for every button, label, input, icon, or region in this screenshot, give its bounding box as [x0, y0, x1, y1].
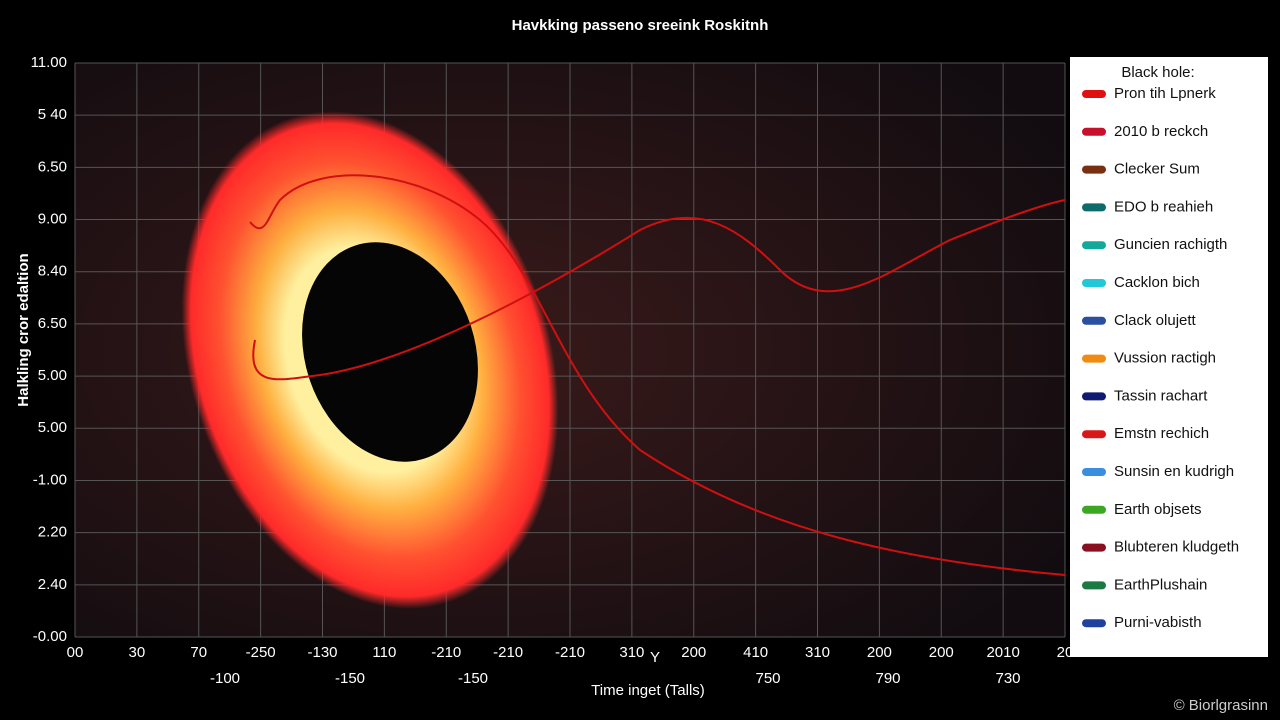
x-tick-label: -210: [493, 644, 523, 661]
y-tick-label: 2.40: [38, 576, 67, 593]
legend-swatch: [1082, 505, 1106, 514]
x-tick-label: 20: [1057, 644, 1074, 661]
legend-label: EarthPlushain: [1114, 576, 1207, 593]
legend-label: Tassin rachart: [1114, 387, 1208, 404]
legend-swatch: [1082, 203, 1106, 212]
axis-marker: Y: [650, 649, 660, 666]
y-tick-label: 2.20: [38, 524, 67, 541]
x-tick-label: 110: [372, 644, 396, 661]
x-tick-label: -250: [246, 644, 276, 661]
legend-label: EDO b reahieh: [1114, 198, 1213, 215]
legend-label: Vussion ractigh: [1114, 350, 1216, 367]
y-tick-label: -0.00: [33, 628, 67, 645]
curve: [252, 199, 1066, 381]
y-tick-label: 11.00: [31, 54, 67, 71]
y-tick-label: 5.00: [38, 367, 67, 384]
x-tick-label: -150: [335, 670, 365, 687]
x-tick-label: 2010: [986, 644, 1019, 661]
x-tick-label: -150: [458, 670, 488, 687]
x-tick-label: 200: [681, 644, 706, 661]
y-tick-label: 9.00: [38, 211, 67, 228]
y-tick-label: 6.50: [38, 158, 67, 175]
legend-label: Clecker Sum: [1114, 161, 1200, 178]
x-tick-label: 30: [129, 644, 146, 661]
x-tick-label: 200: [929, 644, 954, 661]
y-tick-label: -1.00: [33, 471, 67, 488]
legend-swatch: [1082, 127, 1106, 136]
legend-label: Pron tih Lpnerk: [1114, 85, 1216, 102]
x-tick-label: 310: [619, 644, 644, 661]
legend-swatch: [1082, 90, 1106, 98]
x-tick-label: 200: [867, 644, 892, 661]
legend-swatch: [1082, 392, 1106, 401]
x-tick-label: 410: [743, 644, 768, 661]
legend-swatch: [1082, 430, 1106, 439]
legend-swatch: [1082, 279, 1106, 287]
legend-swatch: [1082, 619, 1106, 628]
x-tick-label: 00: [67, 644, 84, 661]
legend-swatch: [1082, 165, 1106, 174]
legend-swatch: [1082, 316, 1106, 325]
legend-label: Cacklon bich: [1114, 274, 1200, 291]
x-tick-label: 730: [995, 670, 1020, 687]
chart-title: Havkking passeno sreeink Roskitnh: [512, 17, 769, 34]
legend-swatch: [1082, 468, 1106, 476]
x-tick-label: -100: [210, 670, 240, 687]
legend-swatch: [1082, 581, 1106, 590]
y-axis-label: Halkling cror edaltion: [15, 253, 32, 406]
x-tick-label: -210: [431, 644, 461, 661]
legend-label: Clack olujett: [1114, 312, 1197, 329]
legend-title: Black hole:: [1121, 64, 1194, 81]
legend-label: Blubteren kludgeth: [1114, 539, 1239, 556]
y-tick-label: 5 40: [38, 106, 67, 123]
legend-items: Pron tih Lpnerk 2010 b reckch Clecker Sum E…: [1082, 85, 1239, 631]
legend-label: Purni-vabisth: [1114, 614, 1202, 631]
legend-swatch: [1082, 354, 1106, 363]
x-axis-label: Time inget (Talls): [591, 682, 705, 699]
y-tick-label: 8.40: [38, 263, 67, 280]
x-tick-label: -130: [307, 644, 337, 661]
legend-label: Guncien rachigth: [1114, 236, 1227, 253]
y-tick-label: 5.00: [38, 419, 67, 436]
legend-label: 2010 b reckch: [1114, 123, 1208, 140]
legend-swatch: [1082, 543, 1106, 552]
curve: [249, 174, 1066, 576]
x-tick-label: 70: [190, 644, 207, 661]
x-tick-label: -210: [555, 644, 585, 661]
event-horizon: [302, 242, 478, 462]
legend-label: Sunsin en kudrigh: [1114, 463, 1234, 480]
legend-swatch: [1082, 241, 1106, 250]
y-tick-label: 6.50: [38, 315, 67, 332]
legend-label: Emstn rechich: [1114, 425, 1209, 442]
curves: [249, 174, 1066, 576]
x-tick-label: 790: [875, 670, 900, 687]
legend-label: Earth objsets: [1114, 501, 1202, 518]
x-tick-label: 750: [755, 670, 780, 687]
watermark: © Biorlgrasinn: [1174, 697, 1268, 714]
x-tick-label: 310: [805, 644, 830, 661]
black-hole: [181, 111, 559, 609]
